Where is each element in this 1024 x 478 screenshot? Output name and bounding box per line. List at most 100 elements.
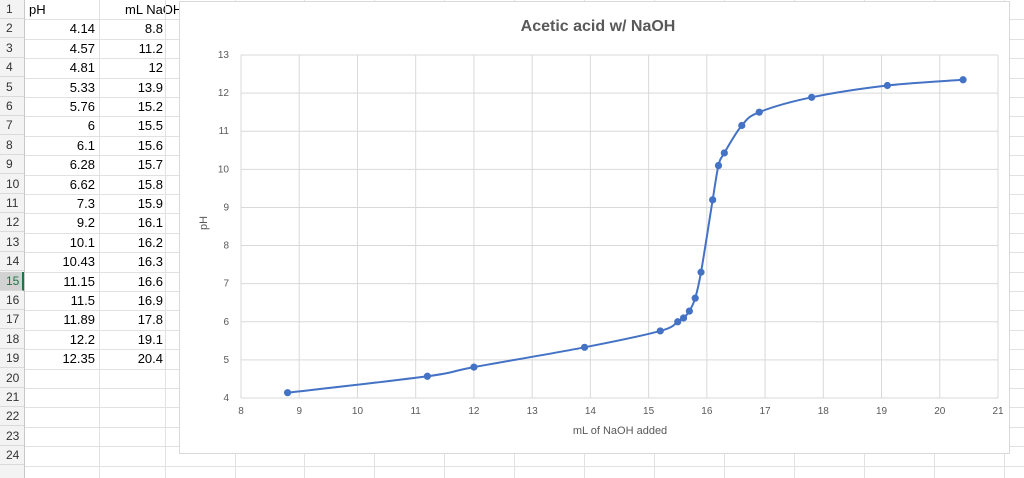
y-tick-label: 5 xyxy=(223,355,229,366)
row-header-23[interactable]: 23 xyxy=(0,427,24,446)
data-point[interactable] xyxy=(691,294,699,302)
cell-ml-naoh[interactable]: 15.8 xyxy=(137,176,163,192)
header-ml-naoh[interactable]: mL NaOH xyxy=(125,2,183,17)
row-header-10[interactable]: 10 xyxy=(0,175,24,194)
row-header-15[interactable]: 15 xyxy=(0,271,24,291)
x-axis-title: mL of NaOH added xyxy=(573,425,667,437)
cell-ml-naoh[interactable]: 12 xyxy=(148,60,163,76)
y-tick-label: 9 xyxy=(223,202,229,213)
cell-ml-naoh[interactable]: 20.4 xyxy=(137,351,163,367)
row-header-5[interactable]: 5 xyxy=(0,78,24,97)
cell-ml-naoh[interactable]: 13.9 xyxy=(137,79,163,95)
cell-ph[interactable]: 4.57 xyxy=(69,40,95,56)
row-header-8[interactable]: 8 xyxy=(0,136,24,155)
cell-ph[interactable]: 5.76 xyxy=(69,99,95,114)
cell-ml-naoh[interactable]: 15.6 xyxy=(137,137,163,153)
row-header-3[interactable]: 3 xyxy=(0,39,24,58)
cell-ph[interactable]: 11.89 xyxy=(63,312,95,328)
cell-ph[interactable]: 5.33 xyxy=(69,79,95,95)
cell-ml-naoh[interactable]: 8.8 xyxy=(144,21,163,37)
header-ph[interactable]: pH xyxy=(29,2,46,17)
cell-ml-naoh[interactable]: 16.2 xyxy=(137,234,163,250)
row-header-9[interactable]: 9 xyxy=(0,155,24,175)
row-header-20[interactable]: 20 xyxy=(0,369,24,388)
row-header-24[interactable]: 24 xyxy=(0,446,24,466)
cell-ml-naoh[interactable]: 11.2 xyxy=(138,40,163,56)
data-point[interactable] xyxy=(685,307,693,315)
cell-ph[interactable]: 6 xyxy=(87,118,95,134)
data-point[interactable] xyxy=(423,372,431,380)
cell-ml-naoh[interactable]: 15.9 xyxy=(137,196,163,211)
row-header-13[interactable]: 13 xyxy=(0,233,24,252)
row-header-16[interactable]: 16 xyxy=(0,291,24,310)
cell-ph[interactable]: 6.1 xyxy=(76,137,95,153)
cell-ph[interactable]: 11.5 xyxy=(70,293,95,308)
data-point[interactable] xyxy=(580,343,589,351)
data-point[interactable] xyxy=(755,108,763,116)
row-header-6[interactable]: 6 xyxy=(0,97,24,116)
cell-ml-naoh[interactable]: 17.8 xyxy=(137,312,163,328)
data-point[interactable] xyxy=(808,93,816,101)
row-header-19[interactable]: 19 xyxy=(0,349,24,369)
row-header-11[interactable]: 11 xyxy=(0,194,24,213)
row-header-14[interactable]: 14 xyxy=(0,252,24,272)
data-point[interactable] xyxy=(883,81,891,90)
x-tick-label: 15 xyxy=(643,406,655,417)
data-point[interactable] xyxy=(738,121,746,130)
row-header-18[interactable]: 18 xyxy=(0,330,24,349)
cell-ph[interactable]: 9.2 xyxy=(76,215,95,231)
cell-ml-naoh[interactable]: 16.3 xyxy=(137,254,163,270)
x-tick-label: 20 xyxy=(934,406,946,417)
data-point[interactable] xyxy=(697,268,705,276)
x-tick-label: 13 xyxy=(527,406,539,417)
cell-ph[interactable]: 6.28 xyxy=(69,157,95,173)
series-points xyxy=(283,76,967,397)
cell-ph[interactable]: 4.14 xyxy=(69,21,95,37)
series-line xyxy=(287,78,964,394)
x-tick-label: 10 xyxy=(352,406,364,417)
chart-area[interactable]: Acetic acid w/ NaOH mL of NaOH added pH … xyxy=(179,1,1010,454)
cell-ph[interactable]: 6.62 xyxy=(69,176,95,192)
row-header-17[interactable]: 17 xyxy=(0,310,24,330)
cell-ph[interactable]: 10.43 xyxy=(62,254,95,270)
data-point[interactable] xyxy=(709,196,717,204)
cell-ml-naoh[interactable]: 15.7 xyxy=(137,157,163,173)
x-tick-label: 11 xyxy=(410,406,421,417)
data-point[interactable] xyxy=(674,318,682,326)
cell-ph[interactable]: 10.1 xyxy=(69,234,95,250)
cell-ph[interactable]: 12.35 xyxy=(62,351,95,367)
data-point[interactable] xyxy=(959,76,967,84)
y-tick-label: 13 xyxy=(218,50,230,61)
row-header-4[interactable]: 4 xyxy=(0,58,24,78)
data-point[interactable] xyxy=(714,161,723,170)
row-header-12[interactable]: 12 xyxy=(0,213,24,233)
row-header-22[interactable]: 22 xyxy=(0,407,24,427)
data-point[interactable] xyxy=(720,149,728,157)
row-header-21[interactable]: 21 xyxy=(0,388,24,407)
chart-gridlines xyxy=(240,54,999,399)
cell-ph[interactable]: 4.81 xyxy=(69,60,95,76)
x-tick-label: 21 xyxy=(992,406,1004,417)
row-header-1[interactable]: 1 xyxy=(0,0,24,19)
chart-tick-labels: 4 5 6 7 8 9 10 11 12 13 8 9 10 11 12 13 14 15 16 17 18 19 20 21 xyxy=(218,50,1004,417)
cell-ph[interactable]: 11.15 xyxy=(63,273,95,289)
chart-title: Acetic acid w/ NaOH xyxy=(521,18,676,35)
data-point[interactable] xyxy=(679,314,688,322)
cell-ph[interactable]: 12.2 xyxy=(69,331,95,347)
x-tick-label: 19 xyxy=(876,406,888,417)
cell-ml-naoh[interactable]: 16.1 xyxy=(137,215,163,231)
cell-ml-naoh[interactable]: 15.2 xyxy=(137,99,163,114)
data-point[interactable] xyxy=(283,389,292,397)
cell-ml-naoh[interactable]: 16.6 xyxy=(137,273,163,289)
cell-ph[interactable]: 7.3 xyxy=(76,196,95,211)
row-header-2[interactable]: 2 xyxy=(0,19,24,39)
grid-column-line xyxy=(99,0,100,478)
y-axis-title: pH xyxy=(198,216,210,230)
data-point[interactable] xyxy=(656,327,664,335)
cell-ml-naoh[interactable]: 16.9 xyxy=(137,293,163,308)
cell-ml-naoh[interactable]: 19.1 xyxy=(137,331,163,347)
cell-ml-naoh[interactable]: 15.5 xyxy=(137,118,163,134)
y-tick-label: 4 xyxy=(223,393,229,404)
row-header-7[interactable]: 7 xyxy=(0,116,24,136)
data-point[interactable] xyxy=(470,363,478,371)
